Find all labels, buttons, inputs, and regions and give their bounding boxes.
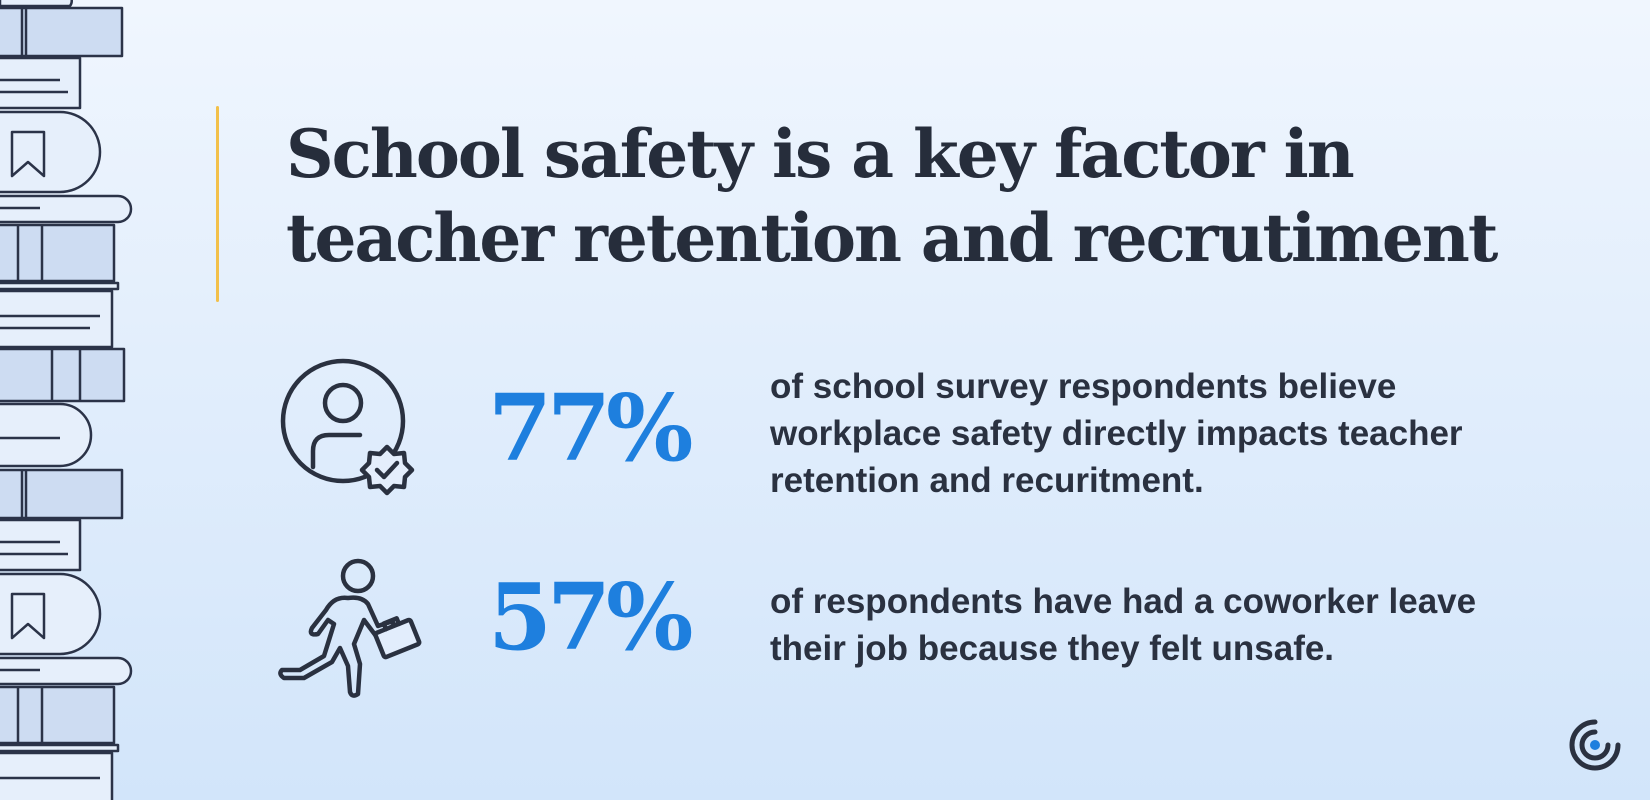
stat-value: 77% <box>488 374 693 482</box>
stat-value: 57% <box>488 563 693 671</box>
page-title-line-1: School safety is a key factor in <box>286 115 1355 193</box>
title-accent-bar <box>216 106 219 302</box>
person-running-with-briefcase-icon <box>278 558 422 698</box>
user-verified-badge-icon <box>280 358 415 496</box>
brand-logo-icon <box>1569 719 1621 771</box>
page-title-line-2: teacher retention and recrutiment <box>286 199 1498 277</box>
stat-description: of respondents have had a coworker leave… <box>770 582 1477 668</box>
stat-row-retention: 77% of school survey respondents believe… <box>0 355 1650 515</box>
page-title: School safety is a key factor in teacher… <box>286 112 1546 280</box>
stat-row-coworker-left: 57% of respondents have had a coworker l… <box>0 552 1650 712</box>
stat-description: of school survey respondents believe wor… <box>770 367 1463 500</box>
stack-of-books-illustration <box>0 0 133 800</box>
